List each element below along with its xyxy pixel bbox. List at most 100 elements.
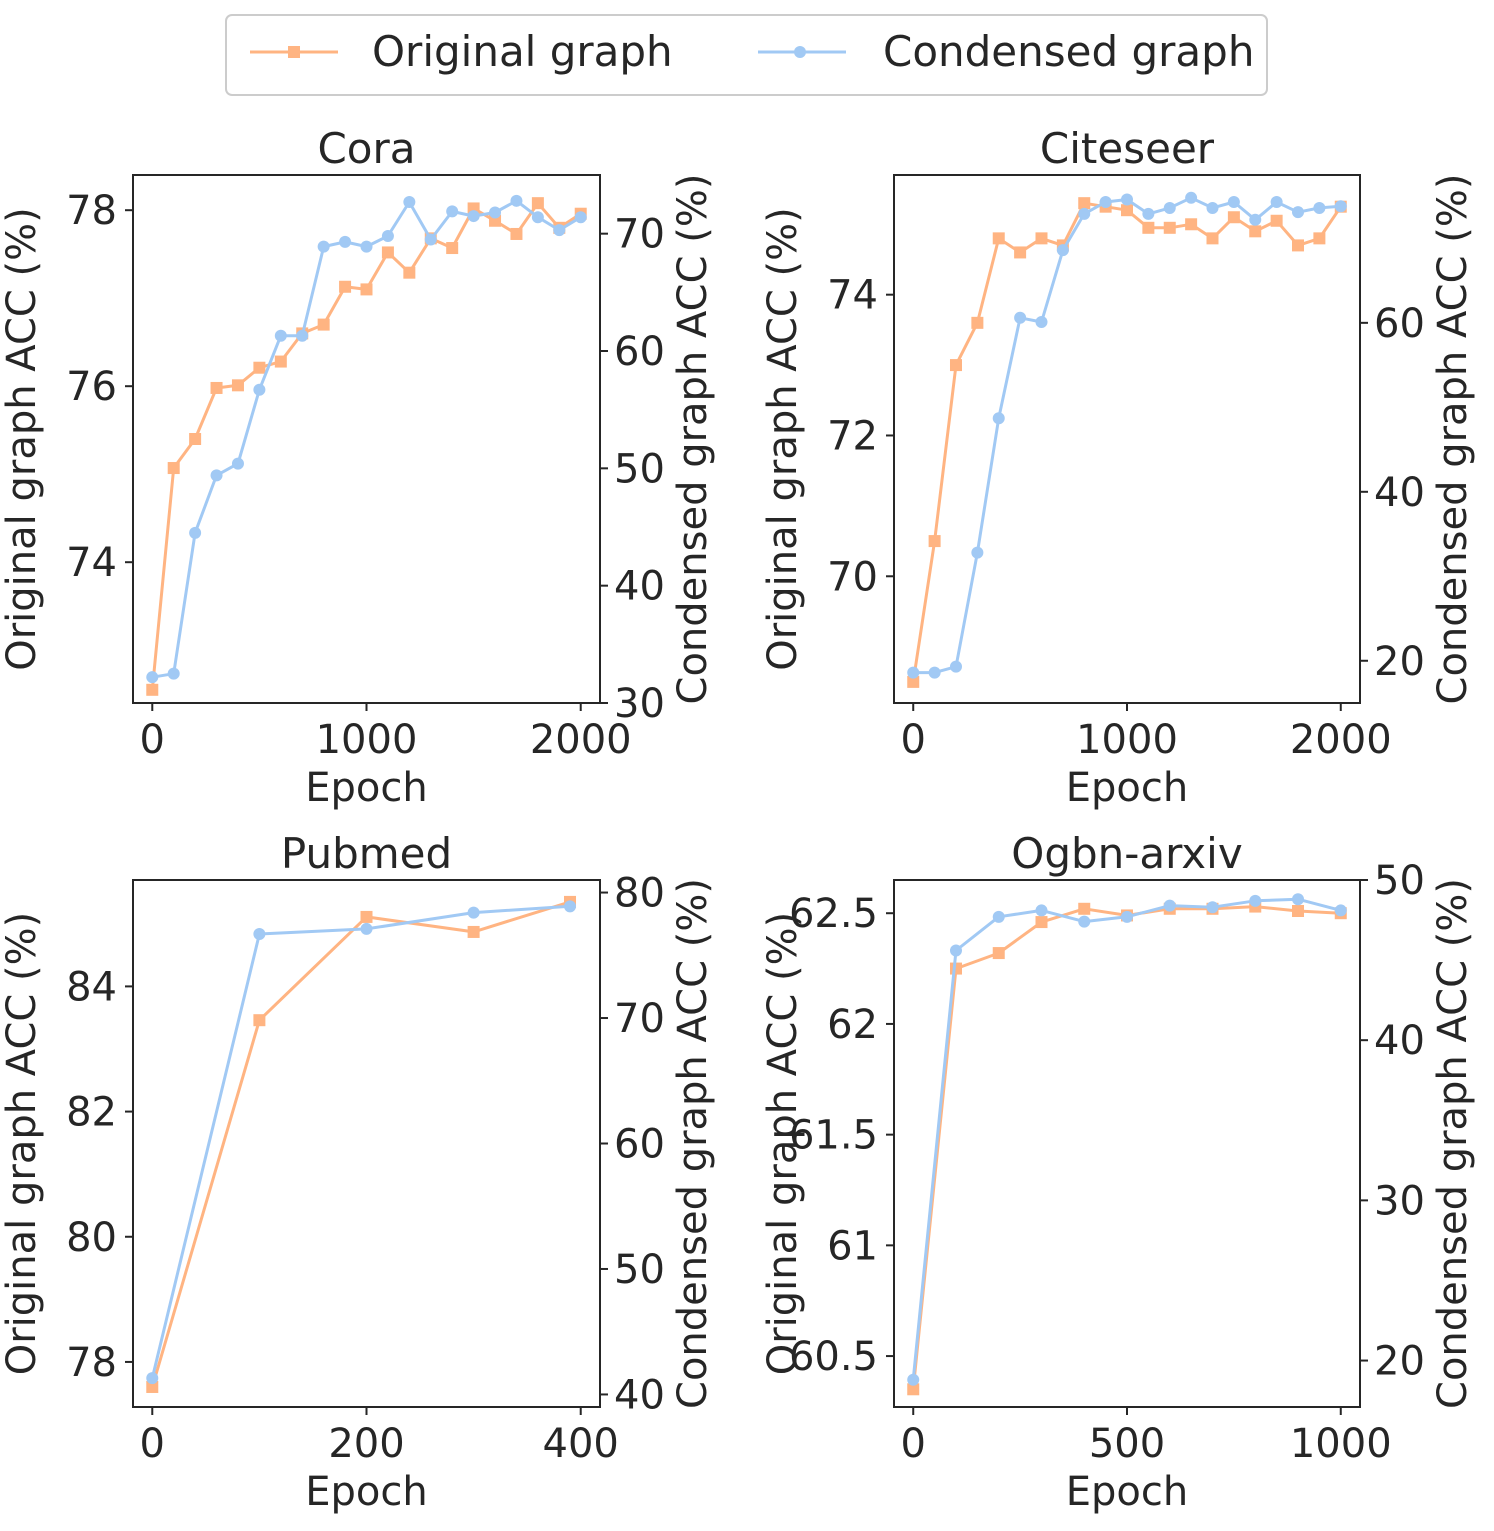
y-right-tick-label: 20 [1374, 1339, 1425, 1385]
data-point-condensed [1163, 899, 1176, 912]
series-line-original [911, 905, 1341, 1390]
data-point-original [1014, 246, 1027, 259]
data-point-original [1313, 232, 1326, 245]
data-point-condensed [424, 233, 437, 246]
y-right-tick-label: 30 [614, 681, 665, 727]
x-tick-label: 400 [543, 1421, 619, 1467]
y-left-tick-label: 76 [66, 364, 117, 410]
data-point-original [1078, 902, 1091, 915]
data-point-original [231, 379, 244, 392]
data-point-condensed [1227, 196, 1240, 209]
data-point-condensed [231, 457, 244, 470]
data-point-original [167, 462, 180, 475]
x-axis-label: Epoch [1066, 765, 1188, 811]
x-tick-label: 2000 [1290, 717, 1392, 763]
data-point-condensed [189, 526, 202, 539]
data-point-condensed [467, 210, 480, 223]
data-point-original [489, 214, 502, 227]
x-axis-label: Epoch [1066, 1469, 1188, 1515]
data-point-condensed [1249, 213, 1262, 226]
legend: Original graph Condensed graph [225, 14, 1268, 96]
data-point-condensed [167, 667, 180, 680]
y-right-axis-label: Condensed graph ACC (%) [670, 174, 716, 705]
data-point-condensed [1163, 201, 1176, 214]
y-left-tick-label: 74 [827, 273, 878, 319]
data-point-original [189, 433, 202, 445]
x-tick-label: 1000 [1290, 1421, 1392, 1467]
legend-original-label: Original graph [372, 27, 673, 76]
data-point-original [1206, 232, 1219, 245]
y-right-tick-label: 40 [1374, 470, 1425, 516]
data-point-condensed [574, 211, 587, 224]
data-point-condensed [907, 1373, 920, 1386]
data-point-original [1249, 225, 1262, 238]
data-point-condensed [1270, 196, 1283, 209]
y-left-tick-label: 62 [827, 1002, 878, 1048]
series-line-condensed [150, 904, 571, 1379]
data-point-condensed [1185, 191, 1198, 204]
x-tick-label: 2000 [530, 717, 632, 763]
data-point-original [1227, 211, 1240, 224]
data-point-original [210, 381, 223, 394]
data-point-condensed [1206, 201, 1219, 214]
data-point-condensed [1078, 915, 1091, 928]
x-tick-label: 0 [901, 1421, 926, 1467]
series-line-condensed [913, 196, 1341, 675]
data-point-condensed [146, 671, 159, 684]
y-left-tick-label: 61.5 [789, 1113, 878, 1159]
data-point-original [467, 925, 480, 938]
chart-title: Pubmed [281, 829, 452, 878]
data-point-original [253, 361, 266, 374]
data-point-original [971, 316, 984, 329]
panel-ogbn-arxiv: Ogbn-arxiv 0 500 1000 Epoch 60.5 61 61.5 62 62.5 2… [760, 829, 1476, 1515]
data-point-condensed [381, 230, 394, 243]
data-point-condensed [1292, 206, 1305, 219]
data-point-condensed [1249, 894, 1262, 907]
data-point-original [907, 675, 920, 688]
data-point-condensed [928, 666, 941, 679]
y-left-tick-label: 60.5 [789, 1334, 878, 1380]
data-point-original [510, 227, 523, 240]
x-axis-label: Epoch [305, 765, 427, 811]
data-point-condensed [1313, 201, 1326, 214]
data-point-condensed [949, 660, 962, 673]
data-point-original [1078, 197, 1091, 210]
data-point-original [1035, 916, 1048, 929]
data-point-original [928, 535, 941, 548]
data-point-original [531, 197, 544, 210]
data-point-condensed [510, 194, 523, 207]
data-point-condensed [1014, 311, 1027, 324]
data-point-original [403, 266, 416, 279]
data-point-condensed [992, 910, 1005, 923]
data-point-condensed [1334, 200, 1347, 213]
chart-title: Cora [317, 124, 415, 173]
y-left-tick-label: 74 [66, 540, 117, 586]
data-point-original [1185, 218, 1198, 231]
y-left-tick-label: 72 [827, 413, 878, 459]
y-left-tick-label: 84 [66, 964, 117, 1010]
data-point-condensed [1292, 893, 1305, 906]
series-line-condensed [152, 199, 582, 679]
y-right-tick-label: 50 [614, 446, 665, 492]
x-tick-label: 200 [328, 1421, 404, 1467]
plot-frame [132, 174, 601, 704]
data-point-original [360, 283, 373, 296]
data-point-condensed [210, 469, 223, 482]
y-right-axis-label: Condensed graph ACC (%) [670, 878, 716, 1409]
y-right-tick-label: 40 [1374, 1018, 1425, 1064]
y-right-tick-label: 70 [614, 212, 665, 258]
data-point-original [317, 318, 330, 331]
data-point-condensed [531, 211, 544, 224]
data-point-condensed [1206, 901, 1219, 914]
y-right-tick-label: 40 [614, 1372, 665, 1418]
y-left-axis-label: Original graph ACC (%) [760, 207, 806, 671]
y-right-tick-label: 60 [614, 329, 665, 375]
plot-frame [132, 879, 601, 1408]
y-left-tick-label: 82 [66, 1090, 117, 1136]
data-point-original [992, 232, 1005, 245]
data-point-original [949, 359, 962, 372]
y-left-axis-label: Original graph ACC (%) [760, 912, 806, 1376]
data-point-condensed [971, 546, 984, 559]
y-right-axis-label: Condensed graph ACC (%) [1430, 878, 1476, 1409]
data-point-original [992, 947, 1005, 960]
